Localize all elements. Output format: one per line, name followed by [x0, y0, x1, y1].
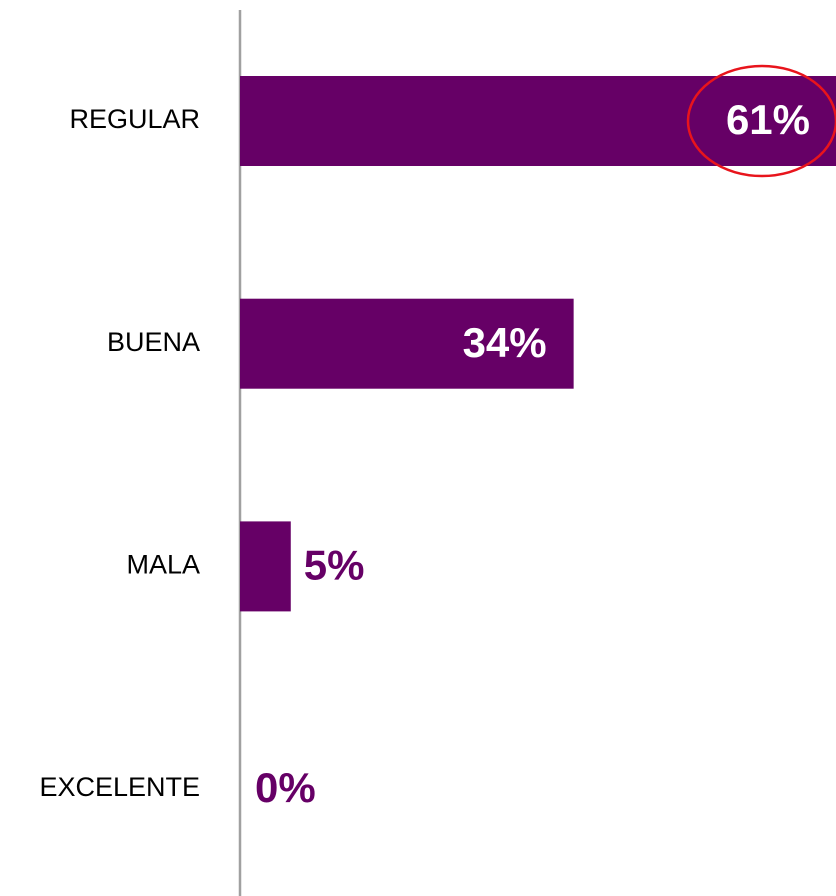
bar [240, 521, 291, 612]
bar [240, 76, 836, 166]
category-label: EXCELENTE [39, 772, 200, 802]
value-label: 34% [463, 319, 547, 366]
category-label: REGULAR [69, 104, 200, 134]
value-label: 5% [304, 541, 365, 588]
category-label: MALA [126, 550, 200, 580]
highlight-circle [686, 64, 836, 178]
value-label: 0% [255, 764, 316, 811]
category-label: BUENA [107, 327, 200, 357]
value-label: 61% [726, 96, 810, 143]
bar [240, 298, 574, 389]
